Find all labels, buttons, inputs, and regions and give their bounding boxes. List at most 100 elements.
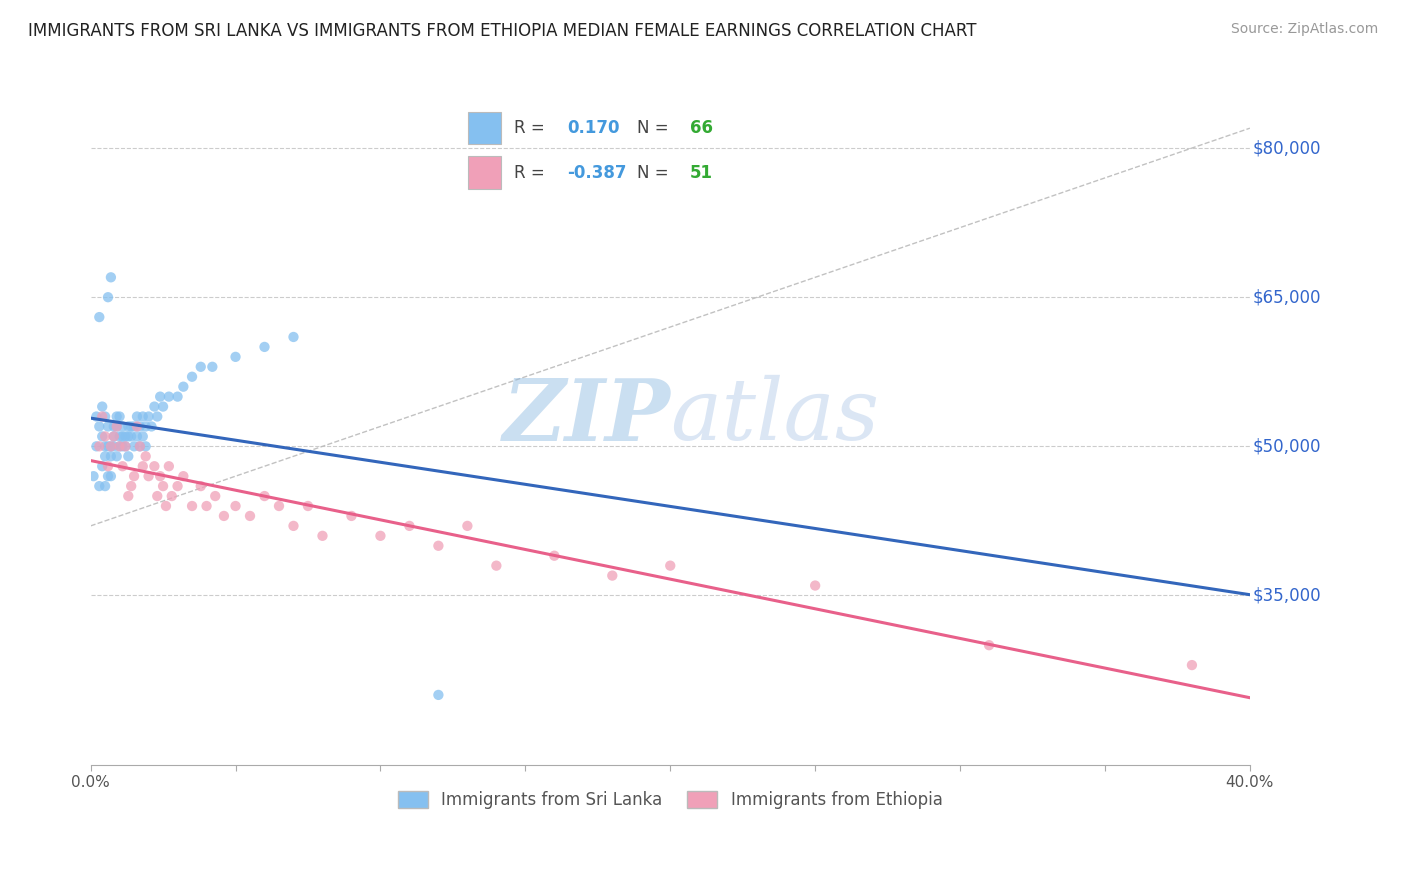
Point	[94, 479, 117, 493]
Point	[1181, 658, 1204, 673]
Point	[157, 459, 180, 474]
Point	[138, 469, 160, 483]
Point	[108, 429, 131, 443]
Point	[157, 390, 180, 404]
Point	[91, 409, 114, 424]
Point	[485, 558, 508, 573]
Text: IMMIGRANTS FROM SRI LANKA VS IMMIGRANTS FROM ETHIOPIA MEDIAN FEMALE EARNINGS COR: IMMIGRANTS FROM SRI LANKA VS IMMIGRANTS …	[28, 22, 977, 40]
Point	[297, 499, 319, 513]
Point	[149, 390, 172, 404]
Text: ZIP: ZIP	[502, 375, 671, 458]
Point	[105, 419, 128, 434]
Point	[135, 439, 157, 453]
Point	[543, 549, 565, 563]
Point	[977, 638, 1000, 652]
Point	[166, 479, 188, 493]
Point	[427, 688, 450, 702]
Point	[190, 479, 212, 493]
Point	[190, 359, 212, 374]
Point	[108, 439, 131, 453]
Point	[195, 499, 218, 513]
Legend: Immigrants from Sri Lanka, Immigrants from Ethiopia: Immigrants from Sri Lanka, Immigrants fr…	[391, 784, 949, 815]
Point	[111, 439, 134, 453]
Point	[128, 439, 150, 453]
Point	[105, 419, 128, 434]
Point	[117, 419, 139, 434]
Point	[253, 340, 276, 354]
Point	[132, 409, 155, 424]
Point	[108, 439, 131, 453]
Point	[146, 489, 169, 503]
Text: $50,000: $50,000	[1253, 437, 1320, 455]
Point	[91, 459, 114, 474]
Point	[122, 469, 145, 483]
Point	[120, 429, 142, 443]
Point	[89, 419, 111, 434]
Point	[283, 519, 305, 533]
Point	[103, 429, 125, 443]
Text: $65,000: $65,000	[1253, 288, 1320, 306]
Text: atlas: atlas	[671, 376, 879, 458]
Point	[239, 508, 262, 523]
Point	[120, 419, 142, 434]
Point	[103, 429, 125, 443]
Point	[122, 439, 145, 453]
Point	[659, 558, 682, 573]
Point	[97, 419, 120, 434]
Point	[160, 489, 183, 503]
Point	[103, 419, 125, 434]
Point	[117, 489, 139, 503]
Point	[97, 290, 120, 304]
Point	[100, 270, 122, 285]
Text: $35,000: $35,000	[1253, 586, 1320, 605]
Point	[117, 429, 139, 443]
Point	[91, 400, 114, 414]
Point	[122, 419, 145, 434]
Point	[100, 469, 122, 483]
Point	[267, 499, 290, 513]
Point	[125, 409, 148, 424]
Point	[149, 469, 172, 483]
Point	[155, 499, 177, 513]
Point	[114, 439, 136, 453]
Point	[86, 409, 108, 424]
Point	[97, 439, 120, 453]
Point	[143, 400, 166, 414]
Point	[132, 459, 155, 474]
Point	[427, 539, 450, 553]
Point	[152, 479, 174, 493]
Point	[146, 409, 169, 424]
Point	[128, 419, 150, 434]
Point	[166, 390, 188, 404]
Point	[117, 450, 139, 464]
Point	[135, 419, 157, 434]
Point	[172, 380, 194, 394]
Point	[89, 479, 111, 493]
Point	[135, 450, 157, 464]
Point	[83, 469, 105, 483]
Point	[91, 429, 114, 443]
Point	[111, 419, 134, 434]
Point	[111, 429, 134, 443]
Point	[125, 419, 148, 434]
Point	[111, 459, 134, 474]
Point	[311, 529, 333, 543]
Point	[141, 419, 163, 434]
Point	[100, 439, 122, 453]
Text: Source: ZipAtlas.com: Source: ZipAtlas.com	[1230, 22, 1378, 37]
Point	[138, 409, 160, 424]
Point	[181, 499, 204, 513]
Point	[253, 489, 276, 503]
Point	[94, 439, 117, 453]
Point	[370, 529, 392, 543]
Point	[398, 519, 420, 533]
Point	[94, 409, 117, 424]
Point	[105, 409, 128, 424]
Point	[105, 450, 128, 464]
Point	[283, 330, 305, 344]
Point	[340, 508, 363, 523]
Point	[128, 439, 150, 453]
Point	[172, 469, 194, 483]
Point	[132, 429, 155, 443]
Point	[600, 568, 623, 582]
